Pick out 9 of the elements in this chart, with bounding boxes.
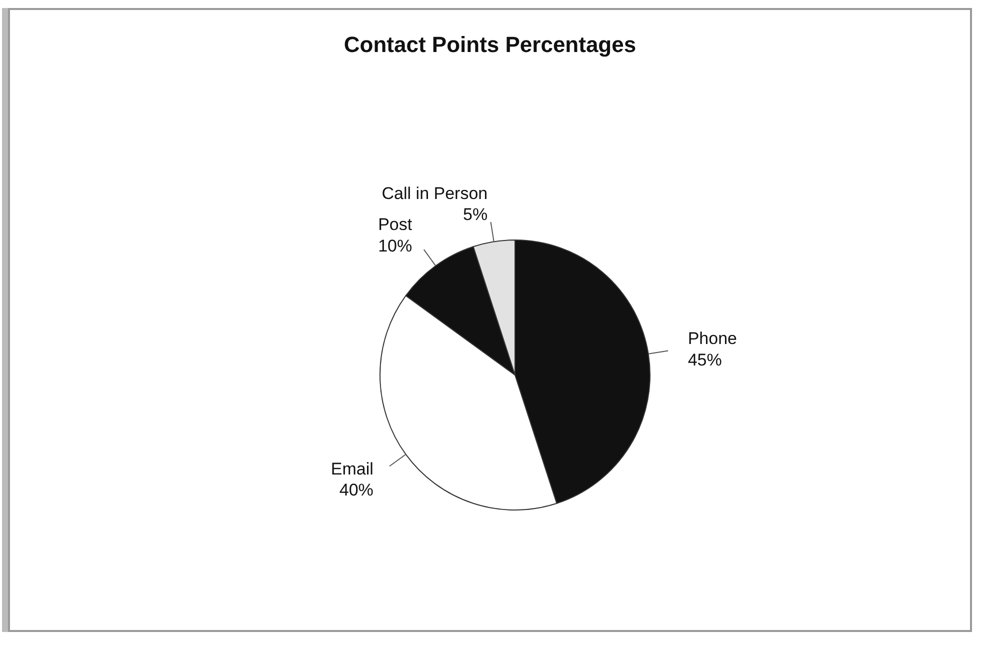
- slice-label: Phone: [688, 329, 738, 348]
- data-label: 10%: [378, 236, 412, 256]
- slice-label: Email: [330, 459, 374, 478]
- slice-label: Call in Person: [382, 184, 488, 203]
- data-label: 45%: [688, 350, 722, 370]
- data-label: 5%: [463, 205, 488, 224]
- slice-label: Post: [378, 215, 412, 234]
- chart-title: Contact Points Percentages: [342, 32, 638, 58]
- data-label: 40%: [339, 480, 374, 500]
